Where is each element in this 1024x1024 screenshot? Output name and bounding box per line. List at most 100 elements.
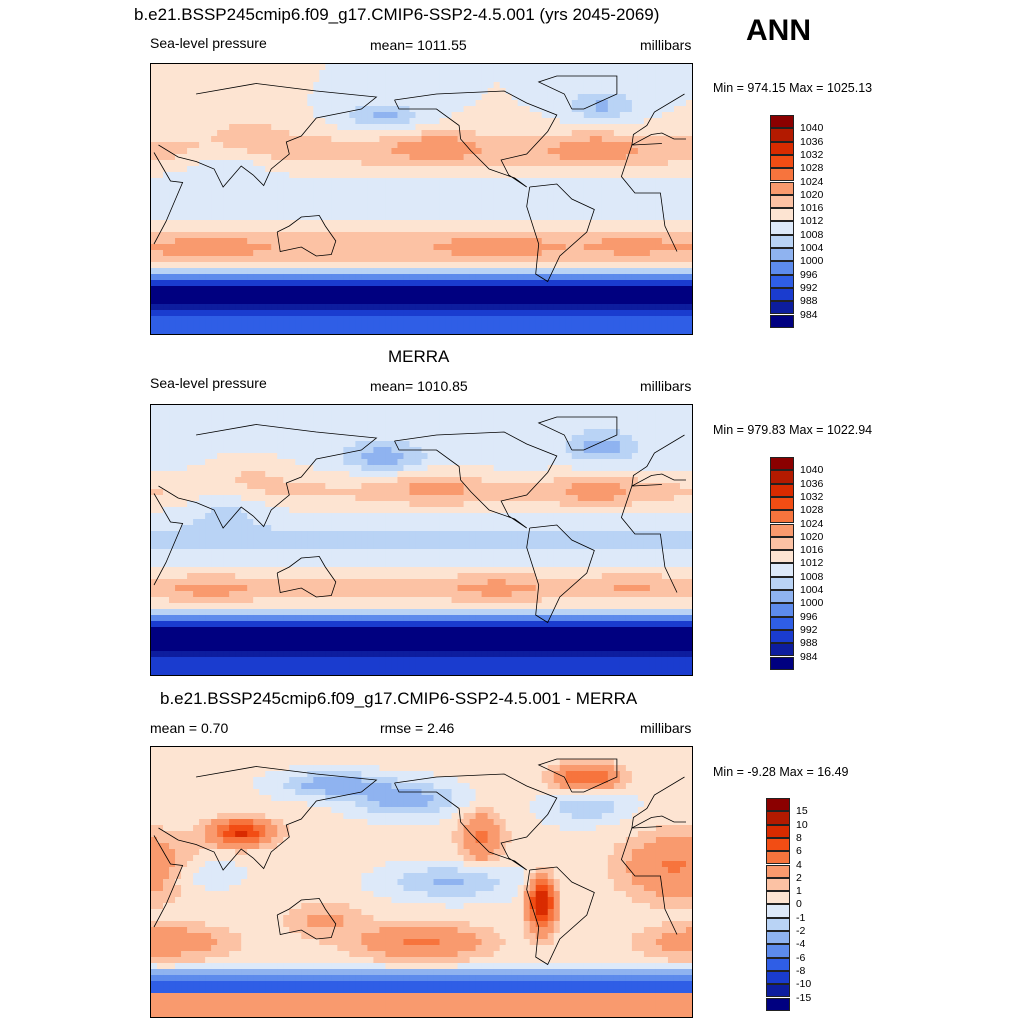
field-cell <box>295 411 302 418</box>
field-cell <box>427 262 435 269</box>
field-cell <box>607 208 615 215</box>
field-cell <box>235 232 242 239</box>
field-cell <box>577 208 585 215</box>
field-cell <box>295 82 302 89</box>
field-cell <box>559 256 567 263</box>
field-cell <box>211 298 218 305</box>
field-cell <box>409 322 417 329</box>
field-cell <box>523 435 531 442</box>
field-cell <box>385 262 393 269</box>
field-cell <box>229 166 236 173</box>
field-cell <box>427 94 435 101</box>
field-cell <box>589 328 597 334</box>
field-cell <box>571 178 579 185</box>
field-cell <box>535 82 543 89</box>
field-cell <box>547 148 555 155</box>
field-cell <box>151 64 158 71</box>
field-cell <box>529 166 537 173</box>
field-cell <box>487 136 495 143</box>
field-cell <box>157 441 164 448</box>
field-cell <box>223 250 230 257</box>
field-cell <box>265 148 272 155</box>
field-cell <box>253 160 260 167</box>
field-cell <box>469 417 477 424</box>
field-cell <box>469 429 477 436</box>
field-cell <box>409 160 417 167</box>
field-cell <box>427 76 435 83</box>
field-cell <box>475 208 483 215</box>
field-cell <box>283 172 290 179</box>
field-cell <box>457 166 465 173</box>
field-cell <box>169 94 176 101</box>
field-cell <box>241 154 248 161</box>
field-cell <box>577 411 585 418</box>
field-cell <box>421 178 429 185</box>
field-cell <box>169 423 176 430</box>
field-cell <box>319 214 326 221</box>
field-cell <box>475 256 483 263</box>
field-cell <box>637 124 645 131</box>
field-cell <box>577 166 585 173</box>
field-cell <box>265 459 272 466</box>
field-cell <box>187 423 194 430</box>
field-cell <box>385 214 393 221</box>
field-cell <box>187 292 194 299</box>
field-cell <box>157 70 164 77</box>
field-cell <box>157 142 164 149</box>
field-cell <box>409 429 417 436</box>
field-cell <box>199 316 206 323</box>
field-cell <box>151 280 158 287</box>
field-cell <box>547 322 555 329</box>
field-cell <box>613 154 621 161</box>
field-cell <box>169 268 176 275</box>
field-cell <box>157 459 164 466</box>
field-cell <box>553 268 561 275</box>
field-cell <box>313 208 320 215</box>
field-cell <box>295 453 302 460</box>
field-cell <box>319 100 326 107</box>
field-cell <box>355 244 362 251</box>
field-cell <box>601 220 609 227</box>
field-cell <box>415 304 423 311</box>
field-cell <box>667 429 675 436</box>
field-cell <box>451 292 459 299</box>
field-cell <box>457 328 465 334</box>
field-cell <box>673 214 681 221</box>
field-cell <box>631 256 639 263</box>
field-cell <box>409 88 417 95</box>
field-cell <box>571 423 579 430</box>
field-cell <box>673 274 681 281</box>
field-cell <box>337 154 344 161</box>
field-cell <box>211 154 218 161</box>
field-cell <box>391 142 399 149</box>
field-cell <box>517 160 525 167</box>
field-cell <box>241 280 248 287</box>
field-cell <box>271 274 278 281</box>
field-cell <box>283 405 290 412</box>
field-cell <box>475 232 483 239</box>
field-cell <box>499 136 507 143</box>
field-cell <box>385 130 393 137</box>
field-cell <box>319 280 326 287</box>
field-cell <box>613 232 621 239</box>
field-cell <box>151 328 158 334</box>
field-cell <box>337 142 344 149</box>
field-cell <box>517 429 525 436</box>
field-cell <box>391 298 399 305</box>
field-cell <box>349 238 356 245</box>
field-cell <box>487 142 495 149</box>
field-cell <box>187 322 194 329</box>
field-cell <box>307 70 314 77</box>
field-cell <box>307 106 314 113</box>
field-cell <box>427 244 435 251</box>
field-cell <box>427 112 435 119</box>
field-cell <box>517 106 525 113</box>
field-cell <box>487 453 495 460</box>
field-cell <box>175 274 182 281</box>
field-cell <box>307 286 314 293</box>
field-cell <box>439 184 447 191</box>
field-cell <box>625 447 633 454</box>
field-cell <box>223 423 230 430</box>
field-cell <box>289 435 296 442</box>
field-cell <box>535 244 543 251</box>
